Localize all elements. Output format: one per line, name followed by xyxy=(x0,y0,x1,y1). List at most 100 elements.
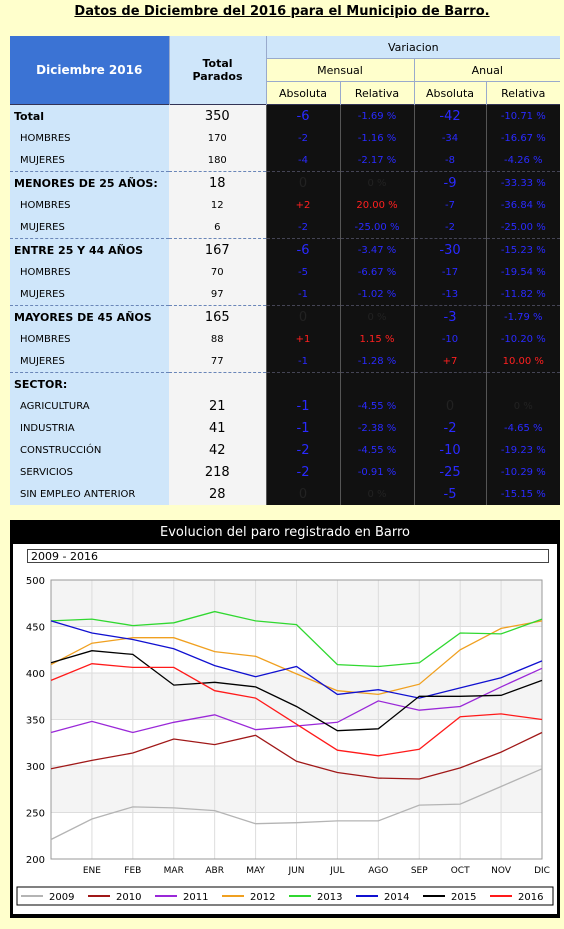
chart-title: Evolucion del paro registrado en Barro xyxy=(160,525,410,540)
mensual-absoluta-header: Absoluta xyxy=(265,81,340,105)
row-anual-relativa: -15.15 % xyxy=(485,483,561,505)
row-mensual-absoluta: -1 xyxy=(265,417,340,439)
row-total: 6 xyxy=(169,216,266,239)
y-tick-label: 450 xyxy=(26,623,45,634)
series-line-2011 xyxy=(50,667,543,734)
row-label: SECTOR: xyxy=(10,372,169,395)
row-anual-relativa: -36.84 % xyxy=(485,194,561,216)
y-tick-label: 200 xyxy=(26,855,45,866)
row-anual-relativa: 10.00 % xyxy=(485,350,561,373)
row-mensual-relativa: -1.16 % xyxy=(339,127,414,149)
period-header: Diciembre 2016 xyxy=(10,36,169,105)
row-anual-relativa: 0 % xyxy=(485,395,561,417)
x-tick-label: FEB xyxy=(124,866,141,876)
row-mensual-relativa: -2.38 % xyxy=(339,417,414,439)
row-label: SERVICIOS xyxy=(10,461,169,483)
row-mensual-relativa: -1.69 % xyxy=(339,104,414,127)
row-anual-absoluta: -42 xyxy=(413,104,486,127)
row-label: SIN EMPLEO ANTERIOR xyxy=(10,483,169,505)
series-line-2009 xyxy=(50,768,543,841)
row-anual-absoluta: -2 xyxy=(413,417,486,439)
x-tick-label: ABR xyxy=(205,866,224,876)
row-anual-absoluta: -10 xyxy=(413,328,486,350)
row-total: 28 xyxy=(169,483,266,505)
table-row: SECTOR: xyxy=(10,372,561,395)
row-mensual-relativa: 0 % xyxy=(339,171,414,194)
chart-panel: Evolucion del paro registrado en Barro 2… xyxy=(10,520,560,918)
row-anual-absoluta: 0 xyxy=(413,395,486,417)
row-mensual-absoluta: -1 xyxy=(265,283,340,306)
row-anual-relativa: -16.67 % xyxy=(485,127,561,149)
row-total: 12 xyxy=(169,194,266,216)
table-row: MUJERES 6 -2 -25.00 % -2 -25.00 % xyxy=(10,216,561,239)
table-row: HOMBRES 12 +2 20.00 % -7 -36.84 % xyxy=(10,194,561,216)
x-tick-label: MAR xyxy=(164,866,184,876)
row-mensual-absoluta: +1 xyxy=(265,328,340,350)
row-mensual-absoluta: -4 xyxy=(265,149,340,172)
row-anual-absoluta: -10 xyxy=(413,439,486,461)
row-mensual-absoluta: -6 xyxy=(265,104,340,127)
y-tick-label: 400 xyxy=(26,669,45,680)
row-total: 218 xyxy=(169,461,266,483)
table-row: SIN EMPLEO ANTERIOR 28 0 0 % -5 -15.15 % xyxy=(10,483,561,505)
series-line-2012 xyxy=(50,620,543,696)
row-mensual-absoluta: -2 xyxy=(265,461,340,483)
table-row: AGRICULTURA 21 -1 -4.55 % 0 0 % xyxy=(10,395,561,417)
row-mensual-absoluta xyxy=(265,372,340,395)
row-label: MENORES DE 25 AÑOS: xyxy=(10,171,169,194)
row-anual-relativa: -1.79 % xyxy=(485,305,561,328)
row-total: 180 xyxy=(169,149,266,172)
row-mensual-relativa: -4.55 % xyxy=(339,439,414,461)
x-tick-label: SEP xyxy=(411,866,428,876)
chart-plot-area: 2009 - 2016 200 250 300 350 400 450 500 ENE FEB M… xyxy=(13,544,557,914)
row-mensual-absoluta: -6 xyxy=(265,238,340,261)
table-row: MUJERES 97 -1 -1.02 % -13 -11.82 % xyxy=(10,283,561,306)
table-row: ENTRE 25 Y 44 AÑOS 167 -6 -3.47 % -30 -15.23 … xyxy=(10,238,561,261)
row-label: HOMBRES xyxy=(10,127,169,149)
unemployment-table: Diciembre 2016 Total Parados Variacion Me… xyxy=(10,36,561,505)
x-tick-label: AGO xyxy=(368,866,388,876)
row-mensual-relativa: -0.91 % xyxy=(339,461,414,483)
variacion-header: Variacion xyxy=(265,36,561,59)
series-line-2015 xyxy=(50,650,543,732)
row-mensual-relativa: -4.55 % xyxy=(339,395,414,417)
table-row: SERVICIOS 218 -2 -0.91 % -25 -10.29 % xyxy=(10,461,561,483)
legend-entry: 2009 xyxy=(49,892,74,903)
row-total: 167 xyxy=(169,238,266,261)
row-total: 70 xyxy=(169,261,266,283)
y-tick-label: 250 xyxy=(26,809,45,820)
x-tick-label: JUL xyxy=(329,866,344,876)
row-mensual-absoluta: -1 xyxy=(265,350,340,373)
row-anual-relativa: -10.20 % xyxy=(485,328,561,350)
row-anual-relativa: -25.00 % xyxy=(485,216,561,239)
row-total: 41 xyxy=(169,417,266,439)
row-label: MUJERES xyxy=(10,149,169,172)
row-anual-absoluta: -7 xyxy=(413,194,486,216)
row-anual-absoluta: -13 xyxy=(413,283,486,306)
row-label: Total xyxy=(10,104,169,127)
row-total xyxy=(169,372,266,395)
row-total: 77 xyxy=(169,350,266,373)
row-mensual-relativa: -3.47 % xyxy=(339,238,414,261)
table-row: MAYORES DE 45 AÑOS 165 0 0 % -3 -1.79 % xyxy=(10,305,561,328)
row-label: MAYORES DE 45 AÑOS xyxy=(10,305,169,328)
row-total: 42 xyxy=(169,439,266,461)
row-mensual-absoluta: -5 xyxy=(265,261,340,283)
mensual-relativa-header: Relativa xyxy=(339,81,414,105)
row-mensual-absoluta: -2 xyxy=(265,439,340,461)
row-mensual-absoluta: 0 xyxy=(265,305,340,328)
row-label: INDUSTRIA xyxy=(10,417,169,439)
table-row: MUJERES 77 -1 -1.28 % +7 10.00 % xyxy=(10,350,561,373)
x-tick-label: NOV xyxy=(491,866,512,876)
range-selector[interactable]: 2009 - 2016 xyxy=(27,549,549,563)
row-anual-absoluta: -3 xyxy=(413,305,486,328)
row-mensual-absoluta: -1 xyxy=(265,395,340,417)
legend-entry: 2010 xyxy=(116,892,141,903)
legend-box xyxy=(16,886,554,906)
row-anual-relativa xyxy=(485,372,561,395)
table-row: MUJERES 180 -4 -2.17 % -8 -4.26 % xyxy=(10,149,561,172)
legend-entry: 2015 xyxy=(451,892,476,903)
row-anual-absoluta: -5 xyxy=(413,483,486,505)
table-row: HOMBRES 170 -2 -1.16 % -34 -16.67 % xyxy=(10,127,561,149)
row-mensual-relativa: -6.67 % xyxy=(339,261,414,283)
